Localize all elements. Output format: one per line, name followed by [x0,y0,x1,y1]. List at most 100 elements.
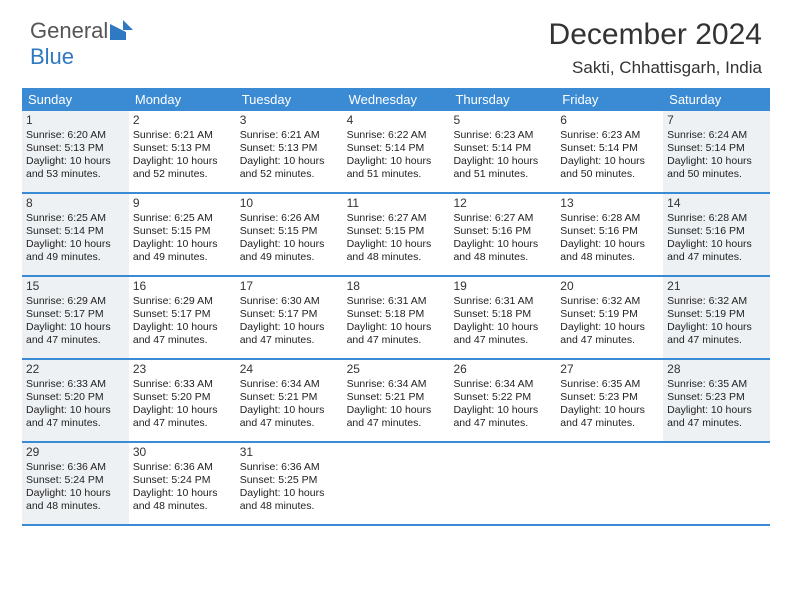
sunrise-text: Sunrise: 6:20 AM [26,129,125,142]
sunrise-text: Sunrise: 6:30 AM [240,295,339,308]
day-cell: 4Sunrise: 6:22 AMSunset: 5:14 PMDaylight… [343,111,450,192]
day-number: 23 [133,362,232,378]
weeks-container: 1Sunrise: 6:20 AM Sunset: 5:13 PM Daylight… [22,111,770,526]
sunrise-text: Sunrise: 6:35 AM [560,378,659,391]
day-number: 18 [347,279,446,295]
daylight-text: Daylight: 10 hours and 49 minutes. [26,238,125,264]
sunrise-text: Sunrise: 6:34 AM [453,378,552,391]
day-number: 7 [667,113,766,129]
week-row: 1Sunrise: 6:20 AM Sunset: 5:13 PM Daylight… [22,111,770,194]
day-cell: 29Sunrise: 6:36 AMSunset: 5:24 PMDayligh… [22,443,129,524]
weekday-header: Saturday [663,88,770,111]
day-number: 13 [560,196,659,212]
day-number: 24 [240,362,339,378]
sunset-text: Sunset: 5:19 PM [667,308,766,321]
day-cell: 2Sunrise: 6:21 AMSunset: 5:13 PMDaylight… [129,111,236,192]
day-cell: 20Sunrise: 6:32 AMSunset: 5:19 PMDayligh… [556,277,663,358]
sunrise-text: Sunrise: 6:23 AM [453,129,552,142]
day-number: 9 [133,196,232,212]
sunset-text: Sunset: 5:14 PM [347,142,446,155]
daylight-text: Daylight: 10 hours and 48 minutes. [240,487,339,513]
week-row: 29Sunrise: 6:36 AMSunset: 5:24 PMDayligh… [22,443,770,526]
sunset-text: Sunset: 5:14 PM [560,142,659,155]
sunrise-text: Sunrise: 6:29 AM [133,295,232,308]
day-cell: 11Sunrise: 6:27 AMSunset: 5:15 PMDayligh… [343,194,450,275]
daylight-text: Daylight: 10 hours and 47 minutes. [667,238,766,264]
sunrise-text: Sunrise: 6:28 AM [560,212,659,225]
daylight-text: Daylight: 10 hours and 49 minutes. [133,238,232,264]
sunset-text: Sunset: 5:24 PM [26,474,125,487]
day-cell-empty [449,443,556,524]
day-number: 11 [347,196,446,212]
title-block: December 2024 Sakti, Chhattisgarh, India [549,18,762,78]
day-cell: 22Sunrise: 6:33 AMSunset: 5:20 PMDayligh… [22,360,129,441]
logo-triangle-icon-2 [123,20,133,30]
day-cell: 23Sunrise: 6:33 AMSunset: 5:20 PMDayligh… [129,360,236,441]
day-number: 10 [240,196,339,212]
day-number: 5 [453,113,552,129]
daylight-text: Daylight: 10 hours and 47 minutes. [240,404,339,430]
daylight-text: Daylight: 10 hours and 51 minutes. [347,155,446,181]
sunset-text: Sunset: 5:13 PM [240,142,339,155]
day-number: 8 [26,196,125,212]
day-cell: 21Sunrise: 6:32 AMSunset: 5:19 PMDayligh… [663,277,770,358]
day-cell: 6Sunrise: 6:23 AMSunset: 5:14 PMDaylight… [556,111,663,192]
sunset-text: Sunset: 5:17 PM [26,308,125,321]
location-subtitle: Sakti, Chhattisgarh, India [549,58,762,78]
week-row: 15Sunrise: 6:29 AMSunset: 5:17 PMDayligh… [22,277,770,360]
day-number: 21 [667,279,766,295]
weekday-header: Tuesday [236,88,343,111]
sunrise-text: Sunrise: 6:31 AM [347,295,446,308]
sunrise-text: Sunrise: 6:21 AM [133,129,232,142]
day-cell: 19Sunrise: 6:31 AMSunset: 5:18 PMDayligh… [449,277,556,358]
daylight-text: Daylight: 10 hours and 53 minutes. [26,155,125,181]
daylight-text: Daylight: 10 hours and 47 minutes. [560,321,659,347]
day-number: 3 [240,113,339,129]
sunset-text: Sunset: 5:23 PM [667,391,766,404]
month-title: December 2024 [549,18,762,52]
daylight-text: Daylight: 10 hours and 47 minutes. [667,404,766,430]
sunrise-text: Sunrise: 6:25 AM [133,212,232,225]
sunset-text: Sunset: 5:16 PM [667,225,766,238]
day-cell: 26Sunrise: 6:34 AMSunset: 5:22 PMDayligh… [449,360,556,441]
day-cell: 30Sunrise: 6:36 AMSunset: 5:24 PMDayligh… [129,443,236,524]
day-cell: 24Sunrise: 6:34 AMSunset: 5:21 PMDayligh… [236,360,343,441]
sunset-text: Sunset: 5:17 PM [240,308,339,321]
daylight-text: Daylight: 10 hours and 48 minutes. [26,487,125,513]
sunrise-text: Sunrise: 6:22 AM [347,129,446,142]
day-number: 20 [560,279,659,295]
sunrise-text: Sunrise: 6:36 AM [26,461,125,474]
day-number: 30 [133,445,232,461]
sunset-text: Sunset: 5:15 PM [240,225,339,238]
sunset-text: Sunset: 5:18 PM [453,308,552,321]
day-number: 1 [26,113,125,129]
sunrise-text: Sunrise: 6:24 AM [667,129,766,142]
sunrise-text: Sunrise: 6:29 AM [26,295,125,308]
sunset-text: Sunset: 5:15 PM [347,225,446,238]
day-cell: 28Sunrise: 6:35 AMSunset: 5:23 PMDayligh… [663,360,770,441]
day-cell: 25Sunrise: 6:34 AMSunset: 5:21 PMDayligh… [343,360,450,441]
daylight-text: Daylight: 10 hours and 50 minutes. [667,155,766,181]
sunrise-text: Sunrise: 6:23 AM [560,129,659,142]
sunrise-text: Sunrise: 6:32 AM [560,295,659,308]
day-number: 25 [347,362,446,378]
day-number: 6 [560,113,659,129]
daylight-text: Daylight: 10 hours and 47 minutes. [133,321,232,347]
day-cell: 14Sunrise: 6:28 AMSunset: 5:16 PMDayligh… [663,194,770,275]
daylight-text: Daylight: 10 hours and 48 minutes. [453,238,552,264]
sunrise-text: Sunrise: 6:36 AM [240,461,339,474]
sunset-text: Sunset: 5:24 PM [133,474,232,487]
day-number: 15 [26,279,125,295]
sunrise-text: Sunrise: 6:31 AM [453,295,552,308]
day-cell: 3Sunrise: 6:21 AMSunset: 5:13 PMDaylight… [236,111,343,192]
day-number: 22 [26,362,125,378]
calendar-grid: SundayMondayTuesdayWednesdayThursdayFrid… [22,88,770,526]
logo-text-1: General [30,18,108,43]
day-number: 27 [560,362,659,378]
daylight-text: Daylight: 10 hours and 47 minutes. [347,321,446,347]
weekday-header: Wednesday [343,88,450,111]
day-cell-empty [663,443,770,524]
sunset-text: Sunset: 5:18 PM [347,308,446,321]
sunrise-text: Sunrise: 6:26 AM [240,212,339,225]
daylight-text: Daylight: 10 hours and 48 minutes. [133,487,232,513]
